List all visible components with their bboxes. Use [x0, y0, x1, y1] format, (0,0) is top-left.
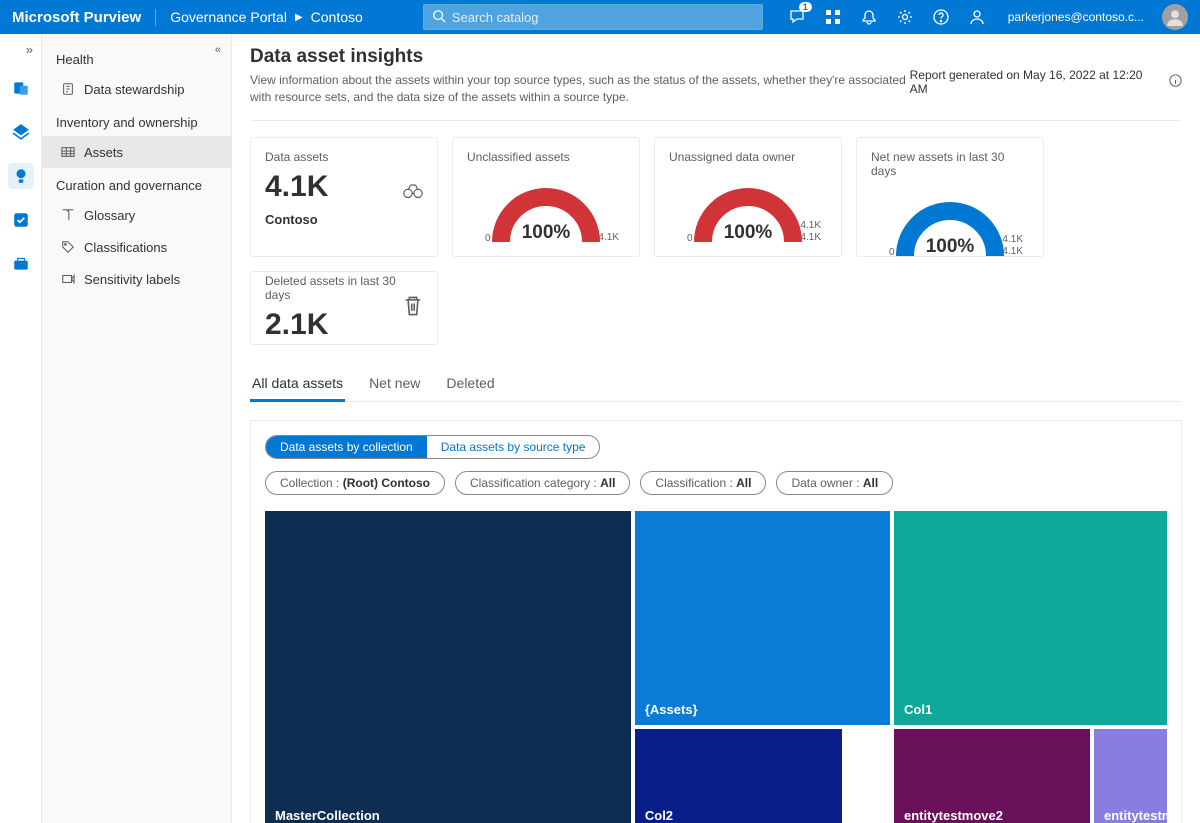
pill-by-source[interactable]: Data assets by source type	[427, 436, 600, 458]
filter-category[interactable]: Classification category : All	[455, 471, 630, 495]
header-actions: 1 parkerjones@contoso.c...	[788, 4, 1188, 30]
chevron-right-icon: ▶	[295, 12, 303, 23]
sidebar-item-sensitivity[interactable]: Sensitivity labels	[42, 263, 231, 295]
sidebar-item-label: Classifications	[84, 240, 167, 255]
grid-icon	[60, 144, 76, 160]
card-data-assets[interactable]: Data assets 4.1K Contoso	[250, 137, 438, 257]
tab-all[interactable]: All data assets	[250, 367, 345, 402]
stewardship-icon	[60, 81, 76, 97]
rail-item-4[interactable]	[8, 207, 34, 233]
sidebar-item-stewardship[interactable]: Data stewardship	[42, 73, 231, 105]
treemap-cell-entm[interactable]: entitytestm...	[1094, 729, 1167, 823]
feedback-icon[interactable]: 1	[788, 8, 806, 26]
pill-by-collection[interactable]: Data assets by collection	[266, 436, 427, 458]
filter-collection[interactable]: Collection : (Root) Contoso	[265, 471, 445, 495]
user-email[interactable]: parkerjones@contoso.c...	[1008, 10, 1144, 24]
sidebar-item-assets[interactable]: Assets	[42, 136, 231, 168]
label-icon	[60, 271, 76, 287]
sidebar-item-label: Assets	[84, 145, 123, 160]
body: » « Health Data stewardship Inventory an…	[0, 34, 1200, 823]
gauge-unassigned: 100% 0 4.1K4.1K	[693, 187, 803, 242]
rail-item-2[interactable]	[8, 119, 34, 145]
page-subtitle: View information about the assets within…	[250, 72, 910, 106]
gauge-unclassified: 100% 0 4.1K	[491, 187, 601, 242]
filter-classification[interactable]: Classification : All	[640, 471, 766, 495]
search-icon	[432, 9, 446, 26]
search-box[interactable]	[423, 4, 763, 30]
treemap-cell-master[interactable]: MasterCollection	[265, 511, 631, 823]
treemap-cell-col1[interactable]: Col1	[894, 511, 1167, 725]
sidebar-section-health: Health	[42, 42, 231, 73]
binoculars-icon	[403, 180, 423, 203]
view-toggle: Data assets by collection Data assets by…	[265, 435, 600, 459]
filter-row: Collection : (Root) Contoso Classificati…	[265, 471, 1167, 495]
report-generated: Report generated on May 16, 2022 at 12:2…	[910, 68, 1182, 96]
org-link[interactable]: Contoso	[311, 9, 363, 25]
card-netnew[interactable]: Net new assets in last 30 days 100% 0 4.…	[856, 137, 1044, 257]
person-icon[interactable]	[968, 8, 986, 26]
treemap-cell-col2[interactable]: Col2	[635, 729, 842, 823]
sidebar: « Health Data stewardship Inventory and …	[42, 34, 232, 823]
expand-rail-icon[interactable]: »	[0, 42, 41, 57]
page-title: Data asset insights	[250, 46, 910, 68]
notif-badge: 1	[799, 2, 812, 12]
sidebar-item-label: Sensitivity labels	[84, 272, 180, 287]
card-unclassified[interactable]: Unclassified assets 100% 0 4.1K	[452, 137, 640, 257]
info-icon[interactable]	[1169, 74, 1182, 90]
trash-icon	[403, 295, 423, 320]
rail-item-insights[interactable]	[8, 163, 34, 189]
sidebar-section-curation: Curation and governance	[42, 168, 231, 199]
rail-item-1[interactable]	[8, 75, 34, 101]
portal-link[interactable]: Governance Portal	[170, 9, 287, 25]
tab-netnew[interactable]: Net new	[367, 367, 422, 401]
main-content: Data asset insights View information abo…	[232, 34, 1200, 823]
help-icon[interactable]	[932, 8, 950, 26]
rail-item-5[interactable]	[8, 251, 34, 277]
nav-rail: »	[0, 34, 42, 823]
gear-icon[interactable]	[896, 8, 914, 26]
filter-owner[interactable]: Data owner : All	[776, 471, 893, 495]
treemap-cell-ent2[interactable]: entitytestmove2	[894, 729, 1090, 823]
asset-tabs: All data assets Net new Deleted	[250, 367, 1182, 402]
global-header: Microsoft Purview Governance Portal ▶ Co…	[0, 0, 1200, 34]
gauge-netnew: 100% 0 4.1K4.1K	[895, 201, 1005, 256]
breadcrumb: Governance Portal ▶ Contoso	[156, 9, 363, 25]
sidebar-item-classifications[interactable]: Classifications	[42, 231, 231, 263]
card-deleted[interactable]: Deleted assets in last 30 days 2.1K	[250, 271, 438, 345]
kpi-cards: Data assets 4.1K Contoso Unclassified as…	[250, 137, 1182, 257]
bell-icon[interactable]	[860, 8, 878, 26]
apps-icon[interactable]	[824, 8, 842, 26]
treemap-chart: MasterCollection {Assets} Col2 Col1 enti…	[265, 511, 1167, 823]
collapse-sidebar-icon[interactable]: «	[215, 44, 221, 56]
chart-panel: Data assets by collection Data assets by…	[250, 420, 1182, 823]
search-input[interactable]	[452, 10, 754, 25]
tag-icon	[60, 239, 76, 255]
sidebar-item-label: Glossary	[84, 208, 135, 223]
card-unassigned[interactable]: Unassigned data owner 100% 0 4.1K4.1K	[654, 137, 842, 257]
treemap-cell-assets[interactable]: {Assets}	[635, 511, 890, 725]
tab-deleted[interactable]: Deleted	[444, 367, 496, 401]
avatar[interactable]	[1162, 4, 1188, 30]
sidebar-section-inventory: Inventory and ownership	[42, 105, 231, 136]
sidebar-item-glossary[interactable]: Glossary	[42, 199, 231, 231]
sidebar-item-label: Data stewardship	[84, 82, 184, 97]
brand-label: Microsoft Purview	[12, 9, 156, 26]
book-icon	[60, 207, 76, 223]
